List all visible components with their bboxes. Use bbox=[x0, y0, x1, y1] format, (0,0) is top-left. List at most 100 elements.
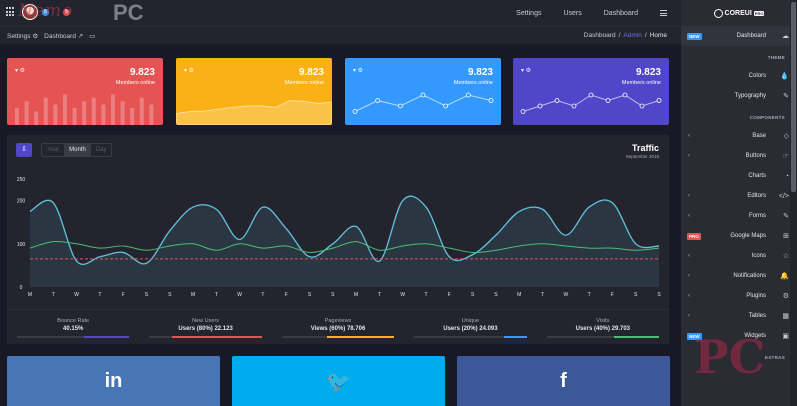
sidebar-item-forms[interactable]: ‹ Forms ✎ bbox=[681, 206, 797, 226]
stat-title: Pageviews bbox=[324, 318, 352, 324]
scrollbar-thumb[interactable] bbox=[791, 2, 796, 192]
header-link-dashboard[interactable]: Dashboard bbox=[603, 9, 638, 17]
stat-card: ▾ ⚙ 9.823 Members online bbox=[176, 58, 332, 125]
sidebar-item-label: Base bbox=[752, 133, 766, 139]
card-value: 9.823 bbox=[298, 67, 324, 78]
breadcrumb-separator: / bbox=[644, 32, 647, 39]
settings-icon[interactable]: ▾ ⚙ bbox=[15, 68, 26, 74]
spark-point bbox=[622, 92, 628, 98]
x-tick-label: S bbox=[471, 292, 475, 298]
sidebar-item-base[interactable]: ‹ Base ◇ bbox=[681, 126, 797, 146]
social-card-twitter[interactable]: 🐦 bbox=[232, 356, 445, 406]
watermark-pc: PC bbox=[113, 0, 144, 25]
x-tick-label: T bbox=[425, 292, 428, 298]
sidebar-item-charts[interactable]: Charts ◔ bbox=[681, 166, 797, 186]
base-icon: ◇ bbox=[783, 133, 789, 140]
top-navbar: 5 5 Nemo PC Settings Users Dashboard bbox=[0, 0, 681, 26]
cloud-download-icon[interactable]: ⇩ bbox=[16, 143, 32, 157]
x-tick-label: F bbox=[285, 292, 288, 298]
stat-title: Unique bbox=[461, 318, 480, 324]
spark-bar bbox=[15, 108, 19, 125]
sidebar-item-widgets[interactable]: NEW Widgets ▣ bbox=[681, 326, 797, 346]
spark-point bbox=[605, 98, 611, 103]
sidebar-item-label: Buttons bbox=[745, 153, 766, 159]
sidebar: COREUI PRO NEW Dashboard ☁ THEME Colors 💧 Typo… bbox=[681, 0, 797, 406]
traffic-title: Traffic bbox=[631, 143, 659, 153]
nav-section-title: COMPONENTS bbox=[749, 115, 785, 120]
traffic-stats: Bounce Rate 40.15% New Users Users (80%)… bbox=[7, 309, 669, 344]
stat-progress-fill bbox=[614, 336, 660, 338]
sidebar-item-plugins[interactable]: ‹ Plugins ⚙ bbox=[681, 286, 797, 306]
watermark-pc-large: PC bbox=[694, 330, 766, 384]
header-link-settings[interactable]: Settings bbox=[516, 9, 542, 17]
breadcrumb-admin[interactable]: Admin bbox=[623, 32, 642, 39]
spark-bar bbox=[111, 94, 115, 125]
sidebar-item-dashboard[interactable]: NEW Dashboard ☁ bbox=[681, 26, 797, 46]
stat-title: Bounce Rate bbox=[57, 318, 90, 324]
spark-point bbox=[420, 92, 426, 98]
x-tick-label: F bbox=[122, 292, 125, 298]
sidebar-item-label: Notifications bbox=[733, 273, 766, 279]
settings-icon[interactable]: ▾ ⚙ bbox=[184, 68, 195, 74]
brand-logo[interactable]: COREUI PRO bbox=[681, 0, 797, 26]
chevron-left-icon: ‹ bbox=[688, 133, 690, 139]
page-scrollbar[interactable] bbox=[790, 0, 797, 406]
sidebar-item-colors[interactable]: Colors 💧 bbox=[681, 66, 797, 86]
message-badge[interactable]: 5 bbox=[63, 8, 70, 16]
stat-progress bbox=[414, 336, 527, 338]
subheader-settings-link[interactable]: Settings ⚙ bbox=[7, 32, 39, 40]
nav-section-title: THEME bbox=[767, 55, 785, 60]
sidebar-item-editors[interactable]: ‹ Editors </> bbox=[681, 186, 797, 206]
typography-icon: ✎ bbox=[783, 93, 789, 100]
aside-toggle-icon[interactable] bbox=[660, 10, 667, 16]
spark-point bbox=[639, 103, 645, 109]
sidebar-item-buttons[interactable]: ‹ Buttons ☞ bbox=[681, 146, 797, 166]
x-tick-label: T bbox=[215, 292, 218, 298]
nav-badge: NEW bbox=[687, 332, 702, 340]
card-sparkline bbox=[176, 100, 332, 125]
icons-icon: ☆ bbox=[782, 253, 789, 260]
notification-badge[interactable]: 5 bbox=[42, 8, 49, 16]
spark-bar bbox=[139, 97, 144, 125]
card-value: 9.823 bbox=[129, 67, 155, 78]
breadcrumb-dashboard[interactable]: Dashboard bbox=[583, 32, 616, 39]
main-content: 5 5 Nemo PC Settings Users Dashboard Set… bbox=[0, 0, 681, 406]
x-tick-label: F bbox=[448, 292, 451, 298]
subheader-dashboard-link[interactable]: Dashboard ↗ bbox=[44, 32, 84, 40]
settings-icon[interactable]: ▾ ⚙ bbox=[353, 68, 364, 74]
period-year[interactable]: Year bbox=[47, 147, 60, 153]
sidebar-item-google-maps[interactable]: PRO Google Maps ⊞ bbox=[681, 226, 797, 246]
sidebar-item-notifications[interactable]: ‹ Notifications 🔔 bbox=[681, 266, 797, 286]
chevron-left-icon: ‹ bbox=[688, 213, 690, 219]
period-month[interactable]: Month bbox=[64, 144, 91, 156]
x-tick-label: M bbox=[28, 292, 32, 298]
charts-icon: ◔ bbox=[784, 172, 789, 180]
x-tick-label: T bbox=[541, 292, 544, 298]
spark-point bbox=[571, 103, 577, 109]
watermark-text: Nemo bbox=[18, 1, 74, 21]
avatar[interactable] bbox=[22, 4, 38, 20]
social-card-linkedin[interactable]: in bbox=[7, 356, 220, 406]
stat-progress bbox=[546, 336, 660, 338]
spark-bar bbox=[91, 97, 96, 125]
period-day[interactable]: Day bbox=[95, 147, 107, 153]
spark-point bbox=[397, 103, 403, 109]
period-toggle: Year Month Day bbox=[41, 143, 113, 157]
chat-icon[interactable]: ▭ bbox=[89, 32, 96, 40]
twitter-icon: 🐦 bbox=[326, 370, 351, 393]
sidebar-item-tables[interactable]: ‹ Tables ▦ bbox=[681, 306, 797, 326]
google-maps-icon: ⊞ bbox=[783, 233, 789, 240]
sidebar-item-label: Google Maps bbox=[730, 233, 766, 239]
social-card-facebook[interactable]: f bbox=[457, 356, 670, 406]
stat-progress-fill bbox=[171, 336, 262, 338]
header-link-users[interactable]: Users bbox=[563, 9, 582, 17]
x-tick-label: M bbox=[191, 292, 195, 298]
spark-bar bbox=[34, 111, 39, 125]
settings-icon[interactable]: ▾ ⚙ bbox=[521, 68, 532, 74]
sidebar-item-typography[interactable]: Typography ✎ bbox=[681, 86, 797, 106]
x-tick-label: T bbox=[588, 292, 591, 298]
sidebar-item-icons[interactable]: ‹ Icons ☆ bbox=[681, 246, 797, 266]
apps-grid-icon[interactable] bbox=[6, 7, 16, 17]
chevron-left-icon: ‹ bbox=[688, 293, 690, 299]
sidebar-item-label: Charts bbox=[748, 173, 766, 179]
